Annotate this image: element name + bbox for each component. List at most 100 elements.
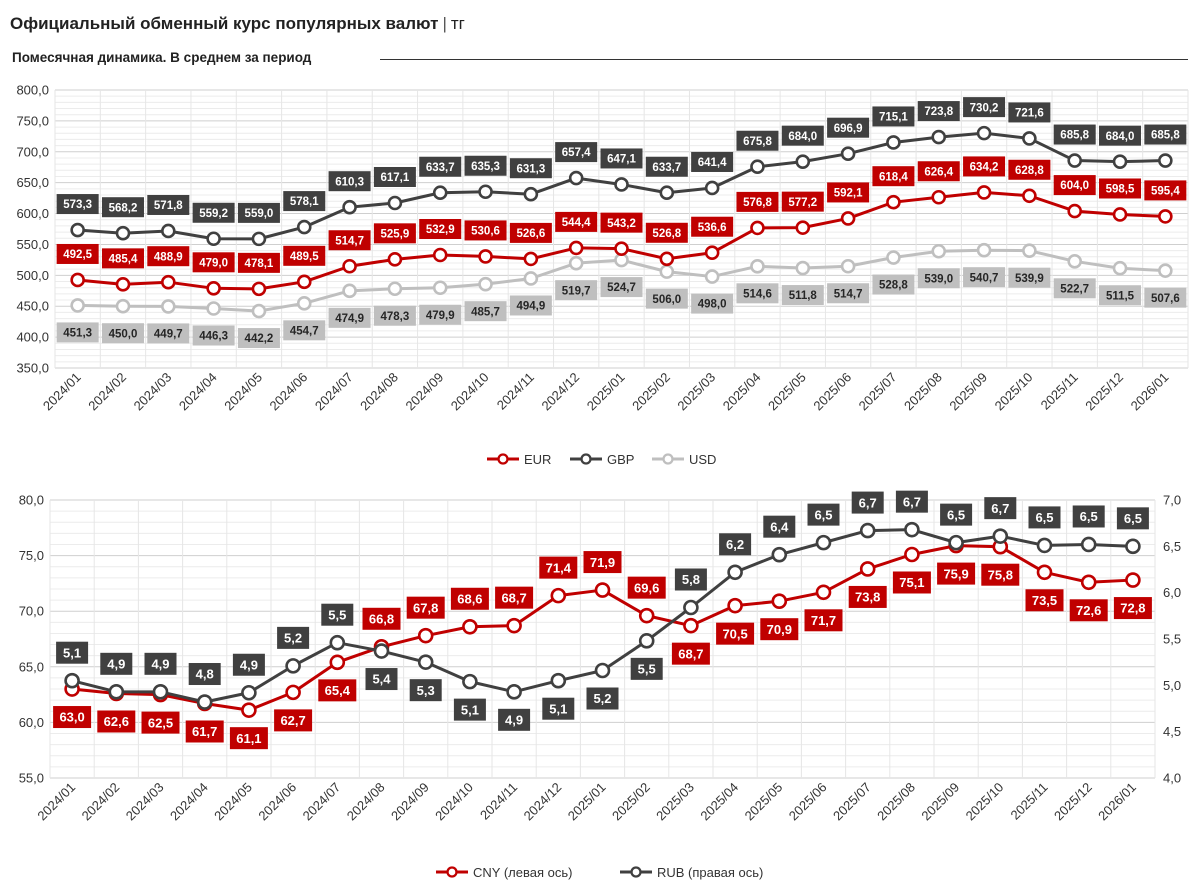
point-gbp-23 xyxy=(1112,154,1128,169)
data-label-cny-8: 67,8 xyxy=(413,600,438,615)
point-usd-8 xyxy=(432,280,448,296)
data-label-usd-8: 479,9 xyxy=(426,310,455,322)
x-tick-label-15: 2025/04 xyxy=(697,780,741,824)
data-label-usd-16: 511,8 xyxy=(789,290,818,302)
data-label-cny-24: 72,8 xyxy=(1120,601,1145,616)
data-label-usd-13-box xyxy=(645,288,688,309)
data-label-usd-2-box xyxy=(147,323,190,344)
data-label-eur-11: 544,4 xyxy=(562,217,591,229)
point-eur-23 xyxy=(1112,207,1128,222)
point-gbp-16 xyxy=(795,154,811,169)
data-label-cny-11-box xyxy=(539,556,578,579)
data-label-eur-17-box xyxy=(827,182,870,203)
y-right-tick-label: 6,5 xyxy=(1163,539,1181,554)
x-tick-label-2: 2024/03 xyxy=(123,780,167,824)
point-rub-22 xyxy=(1036,537,1053,554)
data-label-usd-10-box xyxy=(509,295,552,316)
point-rub-13 xyxy=(638,633,655,649)
data-label-gbp-21: 721,6 xyxy=(1015,108,1044,120)
x-tick-label-8: 2024/09 xyxy=(403,370,447,414)
point-eur-21 xyxy=(1022,188,1037,204)
point-eur-24 xyxy=(1158,209,1173,224)
point-rub-11 xyxy=(550,672,567,689)
data-label-gbp-24: 685,8 xyxy=(1151,130,1180,142)
legend-label-rub: RUB (правая ось) xyxy=(657,865,763,880)
point-cny-5 xyxy=(285,684,301,701)
data-label-gbp-0: 573,3 xyxy=(63,199,92,211)
data-label-eur-24: 595,4 xyxy=(1151,186,1180,198)
data-label-eur-3: 479,0 xyxy=(199,257,228,269)
data-label-cny-0-box xyxy=(53,706,92,729)
data-label-rub-3-box xyxy=(188,663,221,686)
point-rub-24 xyxy=(1125,538,1141,555)
data-label-eur-8: 532,9 xyxy=(426,224,455,236)
data-label-eur-1: 485,4 xyxy=(109,253,138,265)
data-label-eur-16: 577,2 xyxy=(788,197,817,209)
data-label-usd-5-box xyxy=(283,320,326,341)
legend-label-gbp: GBP xyxy=(607,452,634,467)
title-separator: | xyxy=(442,14,447,33)
data-label-rub-21: 6,7 xyxy=(991,501,1009,516)
data-label-usd-9: 485,7 xyxy=(471,306,500,318)
data-label-gbp-13-box xyxy=(645,156,688,177)
x-tick-label-24: 2026/01 xyxy=(1095,780,1139,824)
data-label-gbp-4: 559,0 xyxy=(245,208,274,220)
data-label-eur-18: 618,4 xyxy=(879,171,908,183)
data-label-rub-21-box xyxy=(984,497,1017,520)
data-label-cny-2-box xyxy=(141,711,180,734)
x-tick-label-16: 2025/05 xyxy=(742,780,786,824)
point-eur-1 xyxy=(115,277,131,292)
data-label-rub-22-box xyxy=(1028,506,1061,529)
data-label-rub-20: 6,5 xyxy=(947,507,965,522)
data-label-cny-11: 71,4 xyxy=(546,560,572,575)
point-cny-8 xyxy=(417,627,434,644)
x-tick-label-19: 2025/08 xyxy=(874,780,918,824)
x-tick-label-13: 2025/02 xyxy=(629,370,673,414)
data-label-rub-11: 5,1 xyxy=(549,701,567,716)
point-rub-14 xyxy=(683,599,699,616)
data-label-usd-0-box xyxy=(56,322,99,343)
point-cny-13 xyxy=(638,607,655,624)
y-left-tick-label: 65,0 xyxy=(19,659,44,674)
point-usd-9 xyxy=(478,276,493,292)
data-label-cny-21: 75,8 xyxy=(988,567,1013,582)
x-tick-label-10: 2024/11 xyxy=(477,780,520,823)
data-label-eur-17: 592,1 xyxy=(834,188,863,200)
data-label-cny-14-box xyxy=(671,642,710,665)
data-label-eur-19: 626,4 xyxy=(924,166,953,178)
legend-marker-gbp xyxy=(580,453,592,465)
point-rub-8 xyxy=(417,654,434,670)
data-label-eur-24-box xyxy=(1144,180,1187,201)
point-usd-15 xyxy=(750,259,765,274)
point-eur-8 xyxy=(432,247,448,263)
data-label-cny-5: 62,7 xyxy=(280,713,305,728)
point-eur-18 xyxy=(886,194,901,210)
point-cny-4 xyxy=(241,702,257,718)
data-label-rub-19: 6,7 xyxy=(903,494,921,509)
data-label-rub-18: 6,7 xyxy=(859,495,877,510)
data-label-cny-2: 62,5 xyxy=(148,715,173,730)
data-label-usd-1: 450,0 xyxy=(109,328,138,340)
point-gbp-2 xyxy=(161,223,176,239)
y-tick-label: 500,0 xyxy=(16,268,49,283)
point-rub-21 xyxy=(992,528,1009,544)
data-label-gbp-17: 696,9 xyxy=(834,123,863,135)
data-label-eur-10: 526,6 xyxy=(516,228,545,240)
data-label-usd-4: 442,2 xyxy=(245,333,274,345)
data-label-eur-2: 488,9 xyxy=(154,251,183,263)
data-label-usd-19-box xyxy=(917,268,960,289)
data-label-eur-23: 598,5 xyxy=(1106,184,1135,196)
data-label-gbp-11-box xyxy=(555,142,598,163)
point-usd-20 xyxy=(976,242,992,258)
data-label-rub-22: 6,5 xyxy=(1035,510,1053,525)
point-gbp-15 xyxy=(750,159,765,175)
data-label-gbp-10: 631,3 xyxy=(516,163,545,175)
data-label-eur-4: 478,1 xyxy=(245,258,274,270)
point-rub-17 xyxy=(815,534,832,551)
data-label-cny-6-box xyxy=(318,679,357,702)
data-label-cny-1-box xyxy=(97,710,136,733)
data-label-rub-9: 5,1 xyxy=(461,702,479,717)
y-right-tick-label: 5,0 xyxy=(1163,678,1181,693)
page-title: Официальный обменный курс популярных вал… xyxy=(10,14,465,34)
point-cny-17 xyxy=(815,584,832,601)
